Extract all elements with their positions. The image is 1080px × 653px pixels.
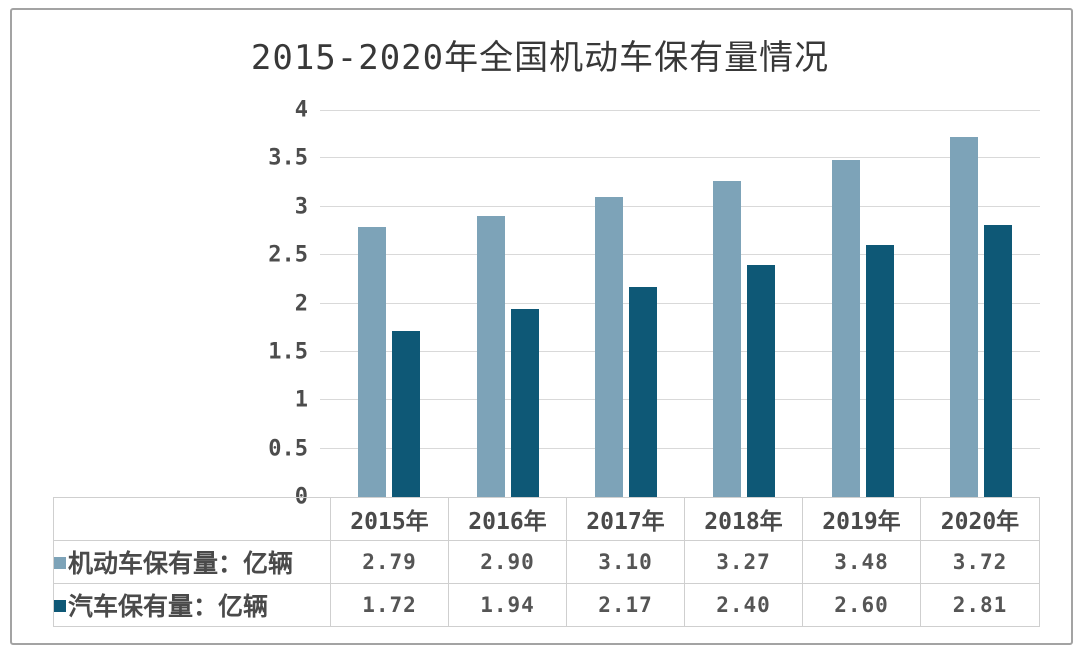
chart-title: 2015-2020年全国机动车保有量情况 [250,38,830,78]
value-cell: 2.17 [566,583,685,627]
bar-motor-2020年 [950,137,978,497]
table-row: 机动车保有量：亿辆 2.79 2.90 3.10 3.27 3.48 3.72 [53,540,1040,584]
year-header-cell: 2015年 [330,497,449,541]
year-header-cell: 2017年 [566,497,685,541]
gridline [320,303,1040,304]
y-axis-tick-label: 3.5 [268,145,308,171]
y-axis-tick-label: 4 [294,97,308,123]
legend-label: 汽车保有量：亿辆 [68,592,269,621]
value-cell: 2.81 [920,583,1040,627]
chart-data-table: 2015年 2016年 2017年 2018年 2019年 2020年机动车保有量：亿辆 2… [53,497,1040,627]
y-axis-tick-label: 2 [294,291,308,317]
bar-motor-2016年 [477,216,505,497]
legend-cell-motor: 机动车保有量：亿辆 [53,540,331,584]
table-corner-empty [53,497,331,541]
bar-motor-2018年 [713,181,741,497]
table-header-row: 2015年 2016年 2017年 2018年 2019年 2020年 [53,497,1040,541]
gridline [320,254,1040,255]
legend-cell-car: 汽车保有量：亿辆 [53,583,331,627]
plot-area [320,110,1040,497]
bar-car-2015年 [392,331,420,497]
y-axis-tick-label: 1.5 [268,339,308,365]
y-axis-labels: 0 0.5 1 1.5 2 2.5 3 3.5 4 [228,98,308,510]
bar-car-2019年 [866,245,894,497]
bar-motor-2017年 [595,197,623,497]
year-header-cell: 2018年 [684,497,803,541]
value-cell: 3.48 [802,540,921,584]
bar-motor-2019年 [832,160,860,497]
value-cell: 2.90 [448,540,567,584]
value-cell: 1.94 [448,583,567,627]
gridline [320,448,1040,449]
bar-car-2016年 [511,309,539,497]
value-cell: 3.27 [684,540,803,584]
data-table: 2015年 2016年 2017年 2018年 2019年 2020年机动车保有量：亿辆 2… [53,497,1040,627]
gridline [320,157,1040,158]
legend-marker-icon [54,557,66,569]
y-axis-tick-label: 0.5 [268,436,308,462]
bar-car-2018年 [747,265,775,497]
gridline [320,351,1040,352]
year-header-cell: 2019年 [802,497,921,541]
value-cell: 1.72 [330,583,449,627]
year-header-cell: 2016年 [448,497,567,541]
value-cell: 3.10 [566,540,685,584]
y-axis-tick-label: 2.5 [268,242,308,268]
gridline [320,110,1040,111]
legend-label: 机动车保有量：亿辆 [68,549,294,578]
y-axis-tick-label: 1 [294,387,308,413]
value-cell: 2.79 [330,540,449,584]
value-cell: 2.60 [802,583,921,627]
bar-motor-2015年 [358,227,386,497]
year-header-cell: 2020年 [920,497,1040,541]
legend-marker-icon [54,600,66,612]
bar-car-2017年 [629,287,657,497]
table-row: 汽车保有量：亿辆 1.72 1.94 2.17 2.40 2.60 2.81 [53,583,1040,627]
value-cell: 2.40 [684,583,803,627]
gridline [320,206,1040,207]
value-cell: 3.72 [920,540,1040,584]
gridline [320,399,1040,400]
y-axis-tick-label: 3 [294,194,308,220]
bar-car-2020年 [984,225,1012,497]
